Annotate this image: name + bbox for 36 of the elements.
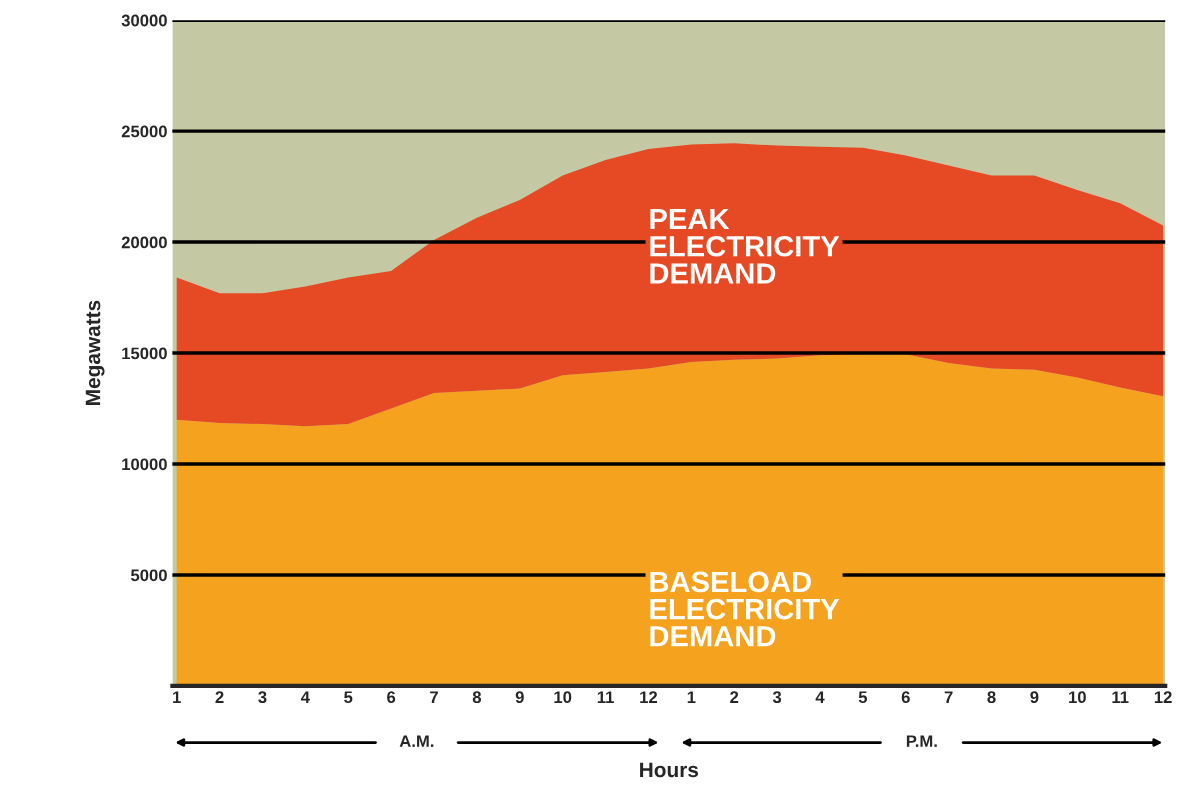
x-tick-label: 11 (597, 691, 614, 703)
x-tick-label: 8 (987, 691, 996, 704)
x-tick-label: 2 (215, 691, 224, 703)
x-tick-label: 2 (730, 691, 739, 703)
x-tick-label: 4 (815, 691, 825, 703)
x-tick-label: 12 (640, 691, 658, 703)
x-tick-label: 1 (173, 691, 181, 703)
x-axis-title: Hours (640, 762, 699, 778)
x-tick-label: 4 (300, 691, 310, 703)
y-tick-label: 10000 (122, 458, 167, 471)
x-tick-label: 11 (1112, 691, 1129, 703)
y-tick-label: 15000 (122, 347, 167, 360)
x-tick-label: 6 (387, 691, 396, 704)
x-tick-label: 9 (1030, 691, 1039, 704)
y-tick-label: 5000 (130, 569, 167, 582)
x-tick-label: 9 (515, 691, 524, 704)
text: P.M. (906, 735, 937, 747)
x-tick-label: 12 (1154, 691, 1172, 703)
x-tick-label: 5 (344, 691, 353, 704)
x-tick-label: 8 (472, 691, 482, 704)
x-tick-label: 10 (1069, 691, 1086, 704)
x-tick-label: 3 (772, 691, 782, 704)
x-tick-label: 7 (430, 691, 438, 703)
x-tick-label: 5 (858, 691, 868, 704)
x-tick-label: 10 (554, 691, 572, 704)
x-tick-label: 6 (901, 691, 910, 704)
y-tick-label: 30000 (121, 14, 167, 27)
y-axis-title: Megawatts (85, 300, 105, 405)
series-label: BASELOAD ELECTRICITY DEMAND (650, 571, 840, 647)
x-tick-label: 3 (258, 691, 267, 704)
x-tick-label: 1 (687, 691, 696, 703)
x-tick-label: 7 (944, 691, 953, 703)
y-tick-label: 25000 (121, 125, 167, 138)
text: A.M. (399, 735, 434, 747)
y-tick-label: 20000 (121, 236, 167, 249)
series-label: PEAK ELECTRICITY DEMAND (650, 209, 840, 284)
